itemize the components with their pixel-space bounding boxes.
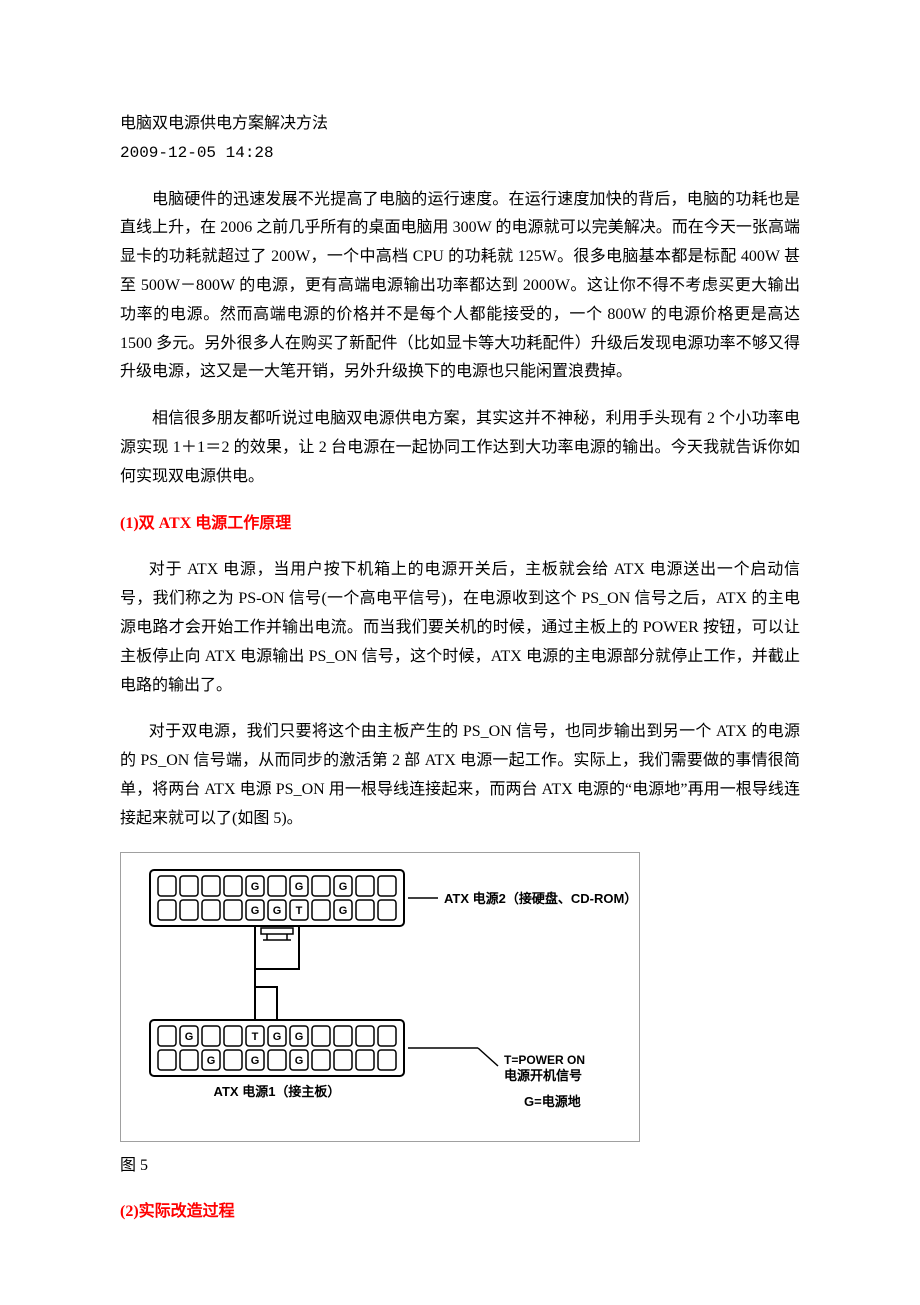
section-2-header: (2)实际改造过程	[120, 1198, 800, 1227]
svg-text:T: T	[296, 905, 303, 917]
doc-title: 电脑双电源供电方案解决方法	[120, 110, 800, 139]
svg-text:G: G	[273, 905, 282, 917]
svg-text:G: G	[295, 881, 304, 893]
figure-5-diagram: GGGGGTGGTGGGGGATX 电源2（接硬盘、CD-ROM）ATX 电源1…	[120, 852, 800, 1142]
svg-text:ATX 电源1（接主板）: ATX 电源1（接主板）	[214, 1084, 341, 1099]
svg-text:G: G	[339, 881, 348, 893]
svg-text:ATX 电源2（接硬盘、CD-ROM）: ATX 电源2（接硬盘、CD-ROM）	[444, 891, 637, 906]
svg-text:T: T	[252, 1031, 259, 1043]
svg-text:G: G	[339, 905, 348, 917]
svg-text:G: G	[251, 1055, 260, 1067]
svg-text:T=POWER ON: T=POWER ON	[504, 1053, 585, 1067]
atx-connector-diagram: GGGGGTGGTGGGGGATX 电源2（接硬盘、CD-ROM）ATX 电源1…	[120, 852, 640, 1142]
doc-date: 2009-12-05 14:28	[120, 139, 800, 168]
svg-text:G: G	[251, 881, 260, 893]
svg-text:G: G	[295, 1055, 304, 1067]
paragraph-2: 相信很多朋友都听说过电脑双电源供电方案，其实这并不神秘，利用手头现有 2 个小功…	[120, 405, 800, 491]
svg-text:G: G	[295, 1031, 304, 1043]
svg-text:G: G	[251, 905, 260, 917]
svg-text:G: G	[185, 1031, 194, 1043]
svg-text:电源开机信号: 电源开机信号	[504, 1068, 582, 1083]
figure-5-caption: 图 5	[120, 1152, 800, 1181]
section-1-header: (1)双 ATX 电源工作原理	[120, 510, 800, 539]
paragraph-1: 电脑硬件的迅速发展不光提高了电脑的运行速度。在运行速度加快的背后，电脑的功耗也是…	[120, 186, 800, 388]
paragraph-3: 对于 ATX 电源，当用户按下机箱上的电源开关后，主板就会给 ATX 电源送出一…	[120, 556, 800, 700]
paragraph-4: 对于双电源，我们只要将这个由主板产生的 PS_ON 信号，也同步输出到另一个 A…	[120, 718, 800, 833]
svg-text:G: G	[273, 1031, 282, 1043]
document-page: 电脑双电源供电方案解决方法 2009-12-05 14:28 电脑硬件的迅速发展…	[0, 0, 920, 1305]
svg-text:G: G	[207, 1055, 216, 1067]
svg-text:G=电源地: G=电源地	[524, 1094, 581, 1109]
